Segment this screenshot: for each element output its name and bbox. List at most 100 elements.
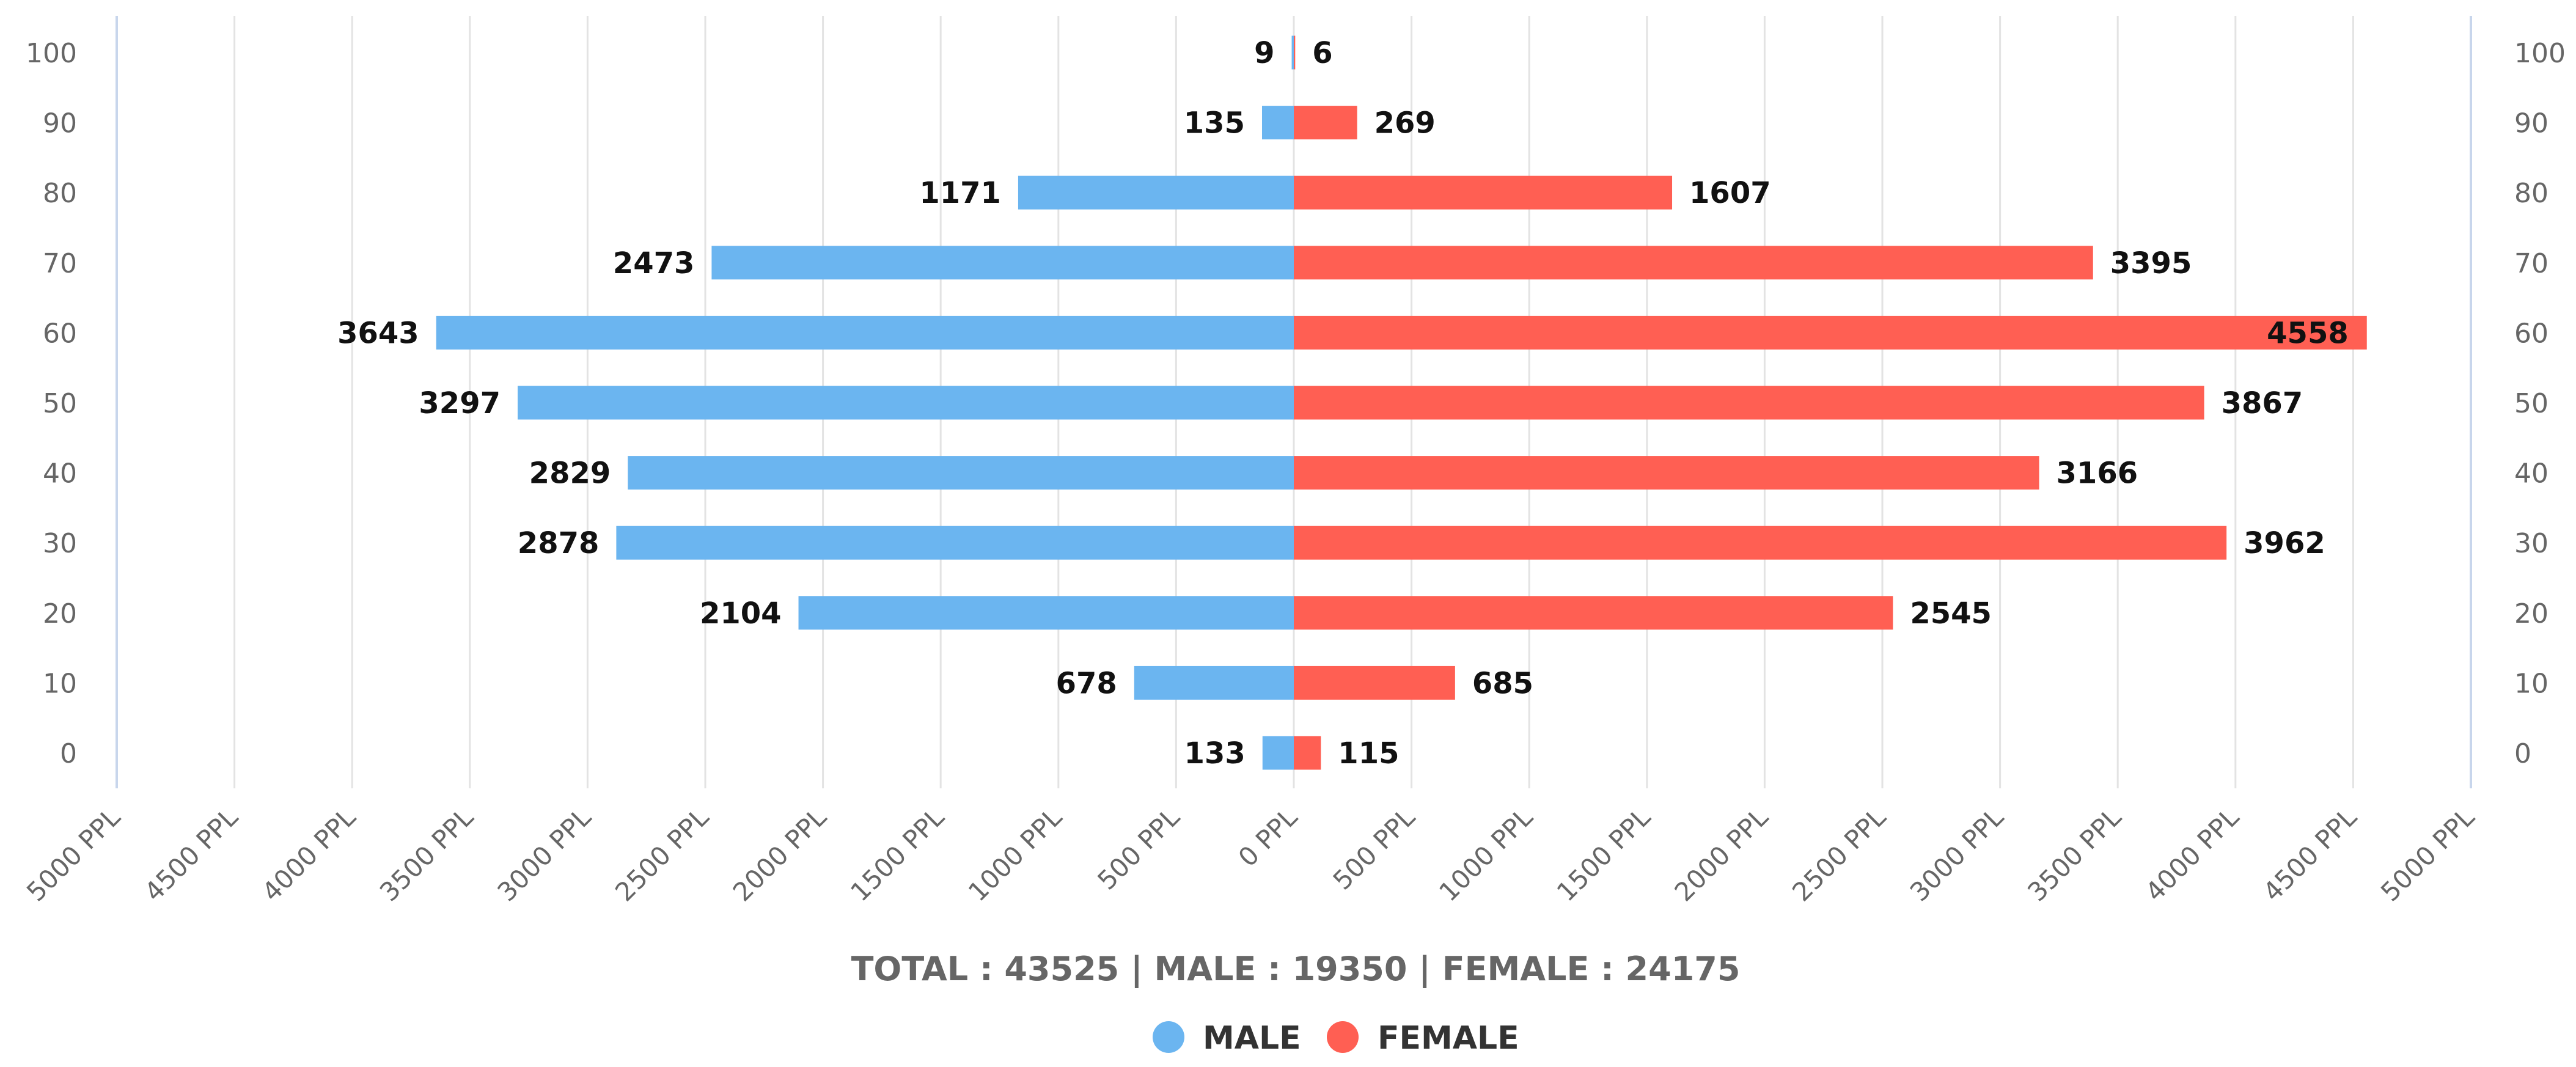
bar-female-100[interactable] [1294, 35, 1296, 70]
x-tick-label: 500 PPL [1092, 802, 1186, 896]
value-label-male-30: 2878 [518, 526, 600, 560]
bar-male-70[interactable] [711, 246, 1294, 280]
y-tick-right-20: 20 [2514, 598, 2548, 629]
bar-female-60[interactable] [1294, 315, 2367, 350]
bar-male-80[interactable] [1018, 175, 1294, 210]
x-tick-label: 2000 PPL [1668, 802, 1774, 907]
bar-male-30[interactable] [616, 526, 1294, 560]
value-label-male-80: 1171 [919, 176, 1001, 210]
value-label-female-90: 269 [1374, 106, 1436, 141]
legend: MALE FEMALE [1153, 1020, 1519, 1057]
value-label-female-60: 4558 [2267, 316, 2349, 350]
x-tick-label: 0 PPL [1233, 802, 1304, 873]
value-label-female-80: 1607 [1689, 176, 1771, 210]
y-tick-left-80: 80 [43, 178, 77, 209]
x-tick-label: 3000 PPL [491, 802, 596, 907]
y-tick-right-90: 90 [2514, 108, 2548, 139]
y-tick-right-40: 40 [2514, 458, 2548, 490]
bar-male-60[interactable] [436, 315, 1294, 350]
x-tick-label: 4000 PPL [2140, 802, 2245, 907]
bar-male-40[interactable] [628, 456, 1294, 490]
x-tick-label: 2500 PPL [609, 802, 714, 907]
y-tick-left-20: 20 [43, 598, 77, 629]
bar-female-90[interactable] [1294, 106, 1357, 140]
value-labels: 9 6 135 269 1171 1607 2473 3395 3643 4558 3297 3867… [337, 36, 2349, 771]
y-tick-left-50: 50 [43, 388, 77, 419]
x-tick-label: 4000 PPL [256, 802, 361, 907]
bar-female-40[interactable] [1294, 456, 2039, 490]
value-label-female-100: 6 [1312, 36, 1332, 70]
x-tick-label: 500 PPL [1327, 802, 1422, 896]
x-tick-label: 3500 PPL [374, 802, 479, 907]
value-label-female-0: 115 [1338, 736, 1399, 771]
x-tick-label: 3500 PPL [2022, 802, 2127, 907]
x-tick-label: 1000 PPL [963, 802, 1068, 907]
y-tick-left-40: 40 [43, 458, 77, 490]
x-tick-label: 3000 PPL [1904, 802, 2009, 907]
x-axis-ticks: 5000 PPL 4500 PPL 4000 PPL 3500 PPL 3000 PPL… [21, 802, 2480, 907]
y-tick-right-30: 30 [2514, 528, 2548, 559]
x-tick-label: 1000 PPL [1433, 802, 1538, 907]
bar-male-50[interactable] [517, 386, 1294, 420]
y-tick-left-100: 100 [26, 38, 77, 69]
legend-female-marker [1327, 1021, 1359, 1053]
x-tick-label: 1500 PPL [845, 802, 950, 907]
x-tick-label: 5000 PPL [21, 802, 126, 907]
bar-female-20[interactable] [1294, 596, 1893, 630]
bar-male-10[interactable] [1134, 666, 1294, 700]
bar-female-80[interactable] [1294, 175, 1673, 210]
y-tick-right-80: 80 [2514, 178, 2548, 209]
value-label-female-10: 685 [1472, 666, 1533, 700]
bar-male-90[interactable] [1261, 106, 1294, 140]
bar-female-50[interactable] [1294, 386, 2204, 420]
x-tick-label: 2500 PPL [1786, 802, 1892, 907]
y-tick-left-60: 60 [43, 318, 77, 349]
x-tick-label: 1500 PPL [1551, 802, 1656, 907]
y-tick-right-10: 10 [2514, 668, 2548, 699]
y-tick-left-90: 90 [43, 108, 77, 139]
bar-female-10[interactable] [1294, 666, 1455, 700]
legend-female-label: FEMALE [1378, 1020, 1519, 1057]
y-tick-right-50: 50 [2514, 388, 2548, 419]
x-tick-label: 5000 PPL [2375, 802, 2480, 907]
y-tick-left-0: 0 [60, 738, 77, 769]
bar-male-100[interactable] [1291, 35, 1294, 70]
y-tick-right-70: 70 [2514, 248, 2548, 279]
legend-male-marker [1153, 1021, 1184, 1053]
y-tick-right-0: 0 [2514, 738, 2531, 769]
value-label-male-10: 678 [1056, 666, 1117, 700]
y-tick-right-100: 100 [2514, 38, 2566, 69]
value-label-female-70: 3395 [2110, 246, 2192, 280]
bars [436, 35, 2367, 770]
value-label-male-100: 9 [1254, 36, 1274, 70]
bar-female-30[interactable] [1294, 526, 2227, 560]
y-tick-left-30: 30 [43, 528, 77, 559]
value-label-female-40: 3166 [2057, 457, 2138, 491]
x-tick-label: 4500 PPL [2257, 802, 2362, 907]
value-label-male-60: 3643 [337, 316, 419, 350]
bar-female-70[interactable] [1294, 246, 2093, 280]
chart-summary: TOTAL : 43525 | MALE : 19350 | FEMALE : … [851, 950, 1741, 988]
value-label-male-90: 135 [1184, 106, 1245, 141]
value-label-male-20: 2104 [700, 596, 782, 631]
value-label-male-70: 2473 [613, 246, 695, 280]
y-tick-right-60: 60 [2514, 318, 2548, 349]
value-label-female-20: 2545 [1910, 596, 1992, 631]
x-tick-label: 2000 PPL [727, 802, 832, 907]
y-tick-left-70: 70 [43, 248, 77, 279]
value-label-male-50: 3297 [419, 386, 501, 420]
value-label-female-30: 3962 [2244, 526, 2325, 560]
bar-female-0[interactable] [1294, 736, 1321, 770]
bar-male-20[interactable] [798, 596, 1294, 630]
legend-item-female[interactable]: FEMALE [1327, 1020, 1519, 1057]
bar-male-0[interactable] [1262, 736, 1294, 770]
x-tick-label: 4500 PPL [139, 802, 244, 907]
y-tick-left-10: 10 [43, 668, 77, 699]
legend-male-label: MALE [1203, 1020, 1301, 1057]
value-label-male-0: 133 [1184, 736, 1246, 771]
legend-item-male[interactable]: MALE [1153, 1020, 1301, 1057]
value-label-female-50: 3867 [2222, 386, 2303, 420]
value-label-male-40: 2829 [529, 457, 611, 491]
